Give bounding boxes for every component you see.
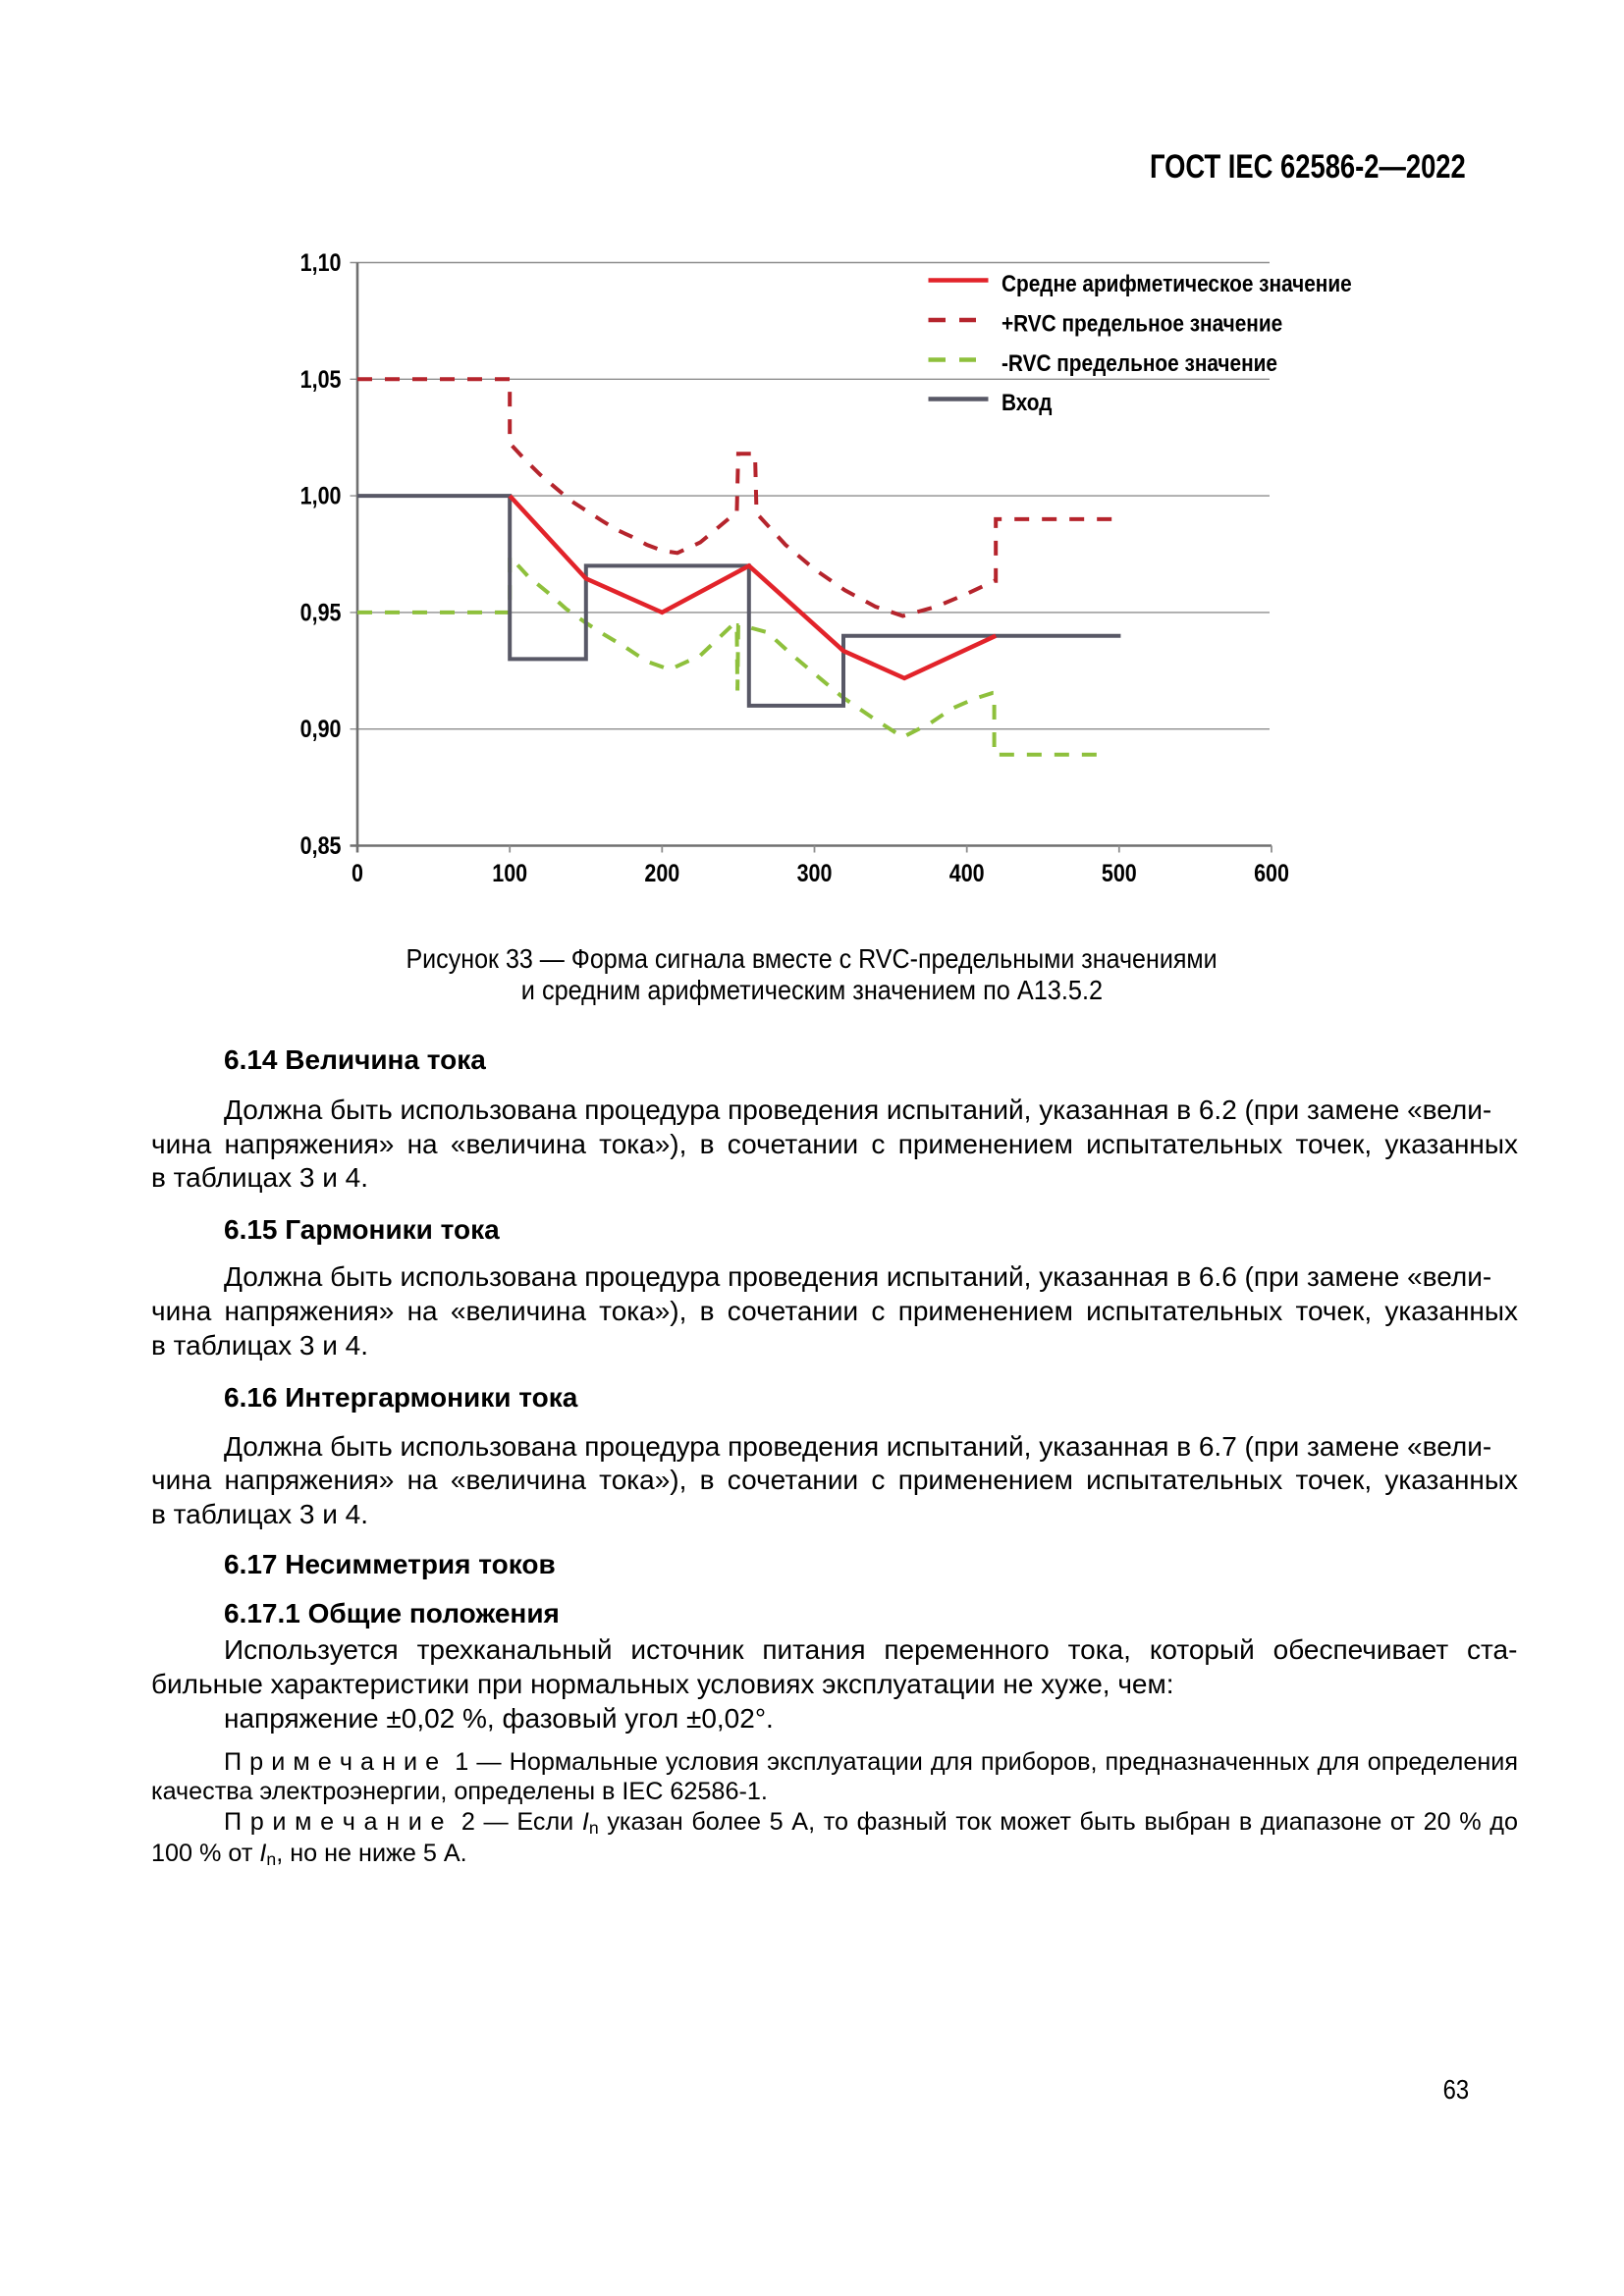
svg-text:1,10: 1,10 xyxy=(300,248,342,276)
svg-text:0,85: 0,85 xyxy=(300,831,342,859)
svg-text:Вход: Вход xyxy=(1001,390,1052,416)
svg-text:1,00: 1,00 xyxy=(300,482,342,509)
svg-text:Средне арифметическое значение: Средне арифметическое значение xyxy=(1001,271,1352,297)
svg-text:300: 300 xyxy=(797,859,833,886)
svg-text:0: 0 xyxy=(352,859,363,886)
svg-text:0,90: 0,90 xyxy=(300,716,342,743)
svg-text:500: 500 xyxy=(1102,859,1137,886)
svg-text:-RVC предельное значение: -RVC предельное значение xyxy=(1001,350,1277,377)
svg-text:+RVC предельное значение: +RVC предельное значение xyxy=(1001,310,1282,337)
svg-text:200: 200 xyxy=(644,859,679,886)
svg-text:0,95: 0,95 xyxy=(300,599,342,626)
svg-text:100: 100 xyxy=(492,859,527,886)
svg-text:600: 600 xyxy=(1254,859,1289,886)
svg-text:400: 400 xyxy=(949,859,985,886)
svg-text:1,05: 1,05 xyxy=(300,365,342,393)
